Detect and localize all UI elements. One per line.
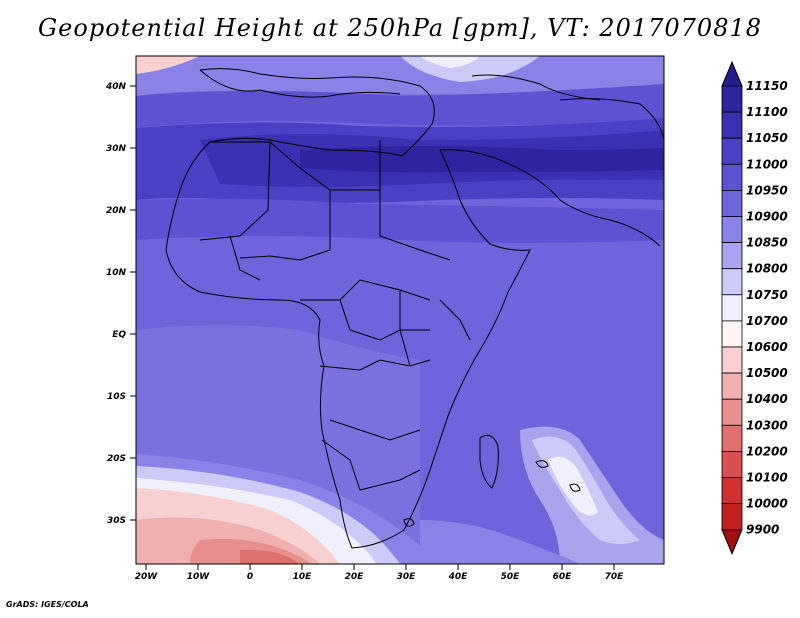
lon-label: 10W (187, 572, 211, 582)
latitude-axis: 40N 30N 20N 10N EQ 10S 20S 30S (105, 82, 136, 526)
colorbar-swatch (721, 294, 743, 322)
colorbar-swatch (721, 189, 743, 217)
lat-label: 30N (106, 144, 127, 154)
credit-text: GrADS: IGES/COLA (6, 600, 89, 609)
lat-label: 20S (107, 454, 126, 464)
colorbar-swatch (721, 216, 743, 244)
lat-label: 10N (106, 268, 127, 278)
colorbar-label: 10300 (746, 418, 788, 432)
colorbar-swatch (721, 346, 743, 374)
lon-label: 60E (553, 572, 573, 582)
colorbar-label: 9900 (746, 523, 779, 537)
colorbar-label: 11100 (746, 105, 788, 119)
colorbar-swatch (721, 242, 743, 270)
longitude-axis: 20W 10W 0 10E 20E 30E 40E 50E 60E 70E (135, 564, 624, 582)
colorbar-swatch (721, 424, 743, 452)
colorbar-label: 10900 (746, 210, 788, 224)
coastlines (165, 68, 664, 549)
colorbar-arrow-top (721, 60, 743, 87)
colorbar-swatch (721, 137, 743, 165)
colorbar-label: 10700 (746, 314, 788, 328)
colorbar-swatch (721, 398, 743, 426)
colorbar-label: 10950 (746, 183, 788, 197)
colorbar-label: 10850 (746, 236, 788, 250)
colorbar-label: 10800 (746, 262, 788, 276)
colorbar-label: 10100 (746, 471, 788, 485)
lat-label: 10S (107, 392, 126, 402)
lat-label: 30S (107, 516, 126, 526)
lon-label: 40E (448, 572, 469, 582)
colorbar-label: 11150 (746, 79, 788, 93)
colorbar-swatch (721, 163, 743, 191)
lon-label: 20E (345, 572, 365, 582)
colorbar-label: 10750 (746, 288, 788, 302)
colorbar-label: 11000 (746, 157, 788, 171)
colorbar-label: 10600 (746, 340, 788, 354)
colorbar: 11150 11100 11050 11000 10950 10900 10850 10800… (721, 60, 788, 556)
colorbar-arrow-bottom (721, 529, 743, 556)
colorbar-swatch (721, 477, 743, 505)
colorbar-swatch (721, 450, 743, 478)
colorbar-swatch (721, 111, 743, 139)
lon-label: 10E (293, 572, 313, 582)
colorbar-label: 10500 (746, 366, 788, 380)
colorbar-swatch (721, 320, 743, 348)
lon-label: 0 (247, 572, 253, 582)
colorbar-swatch (721, 85, 743, 113)
lon-label: 20W (135, 572, 159, 582)
map-title: Geopotential Height at 250hPa [gpm], VT:… (38, 14, 762, 42)
lat-label: EQ (112, 330, 126, 340)
colorbar-swatch (721, 503, 743, 531)
lon-label: 30E (397, 572, 417, 582)
lat-label: 20N (106, 206, 127, 216)
lon-label: 70E (605, 572, 625, 582)
lat-label: 40N (105, 82, 127, 92)
colorbar-swatch (721, 268, 743, 296)
colorbar-label: 10000 (746, 497, 788, 511)
colorbar-label: 10200 (746, 444, 788, 458)
colorbar-label: 10400 (746, 392, 788, 406)
lon-label: 50E (501, 572, 521, 582)
colorbar-swatch (721, 372, 743, 400)
colorbar-label: 11050 (746, 131, 788, 145)
plot-frame (135, 55, 665, 565)
